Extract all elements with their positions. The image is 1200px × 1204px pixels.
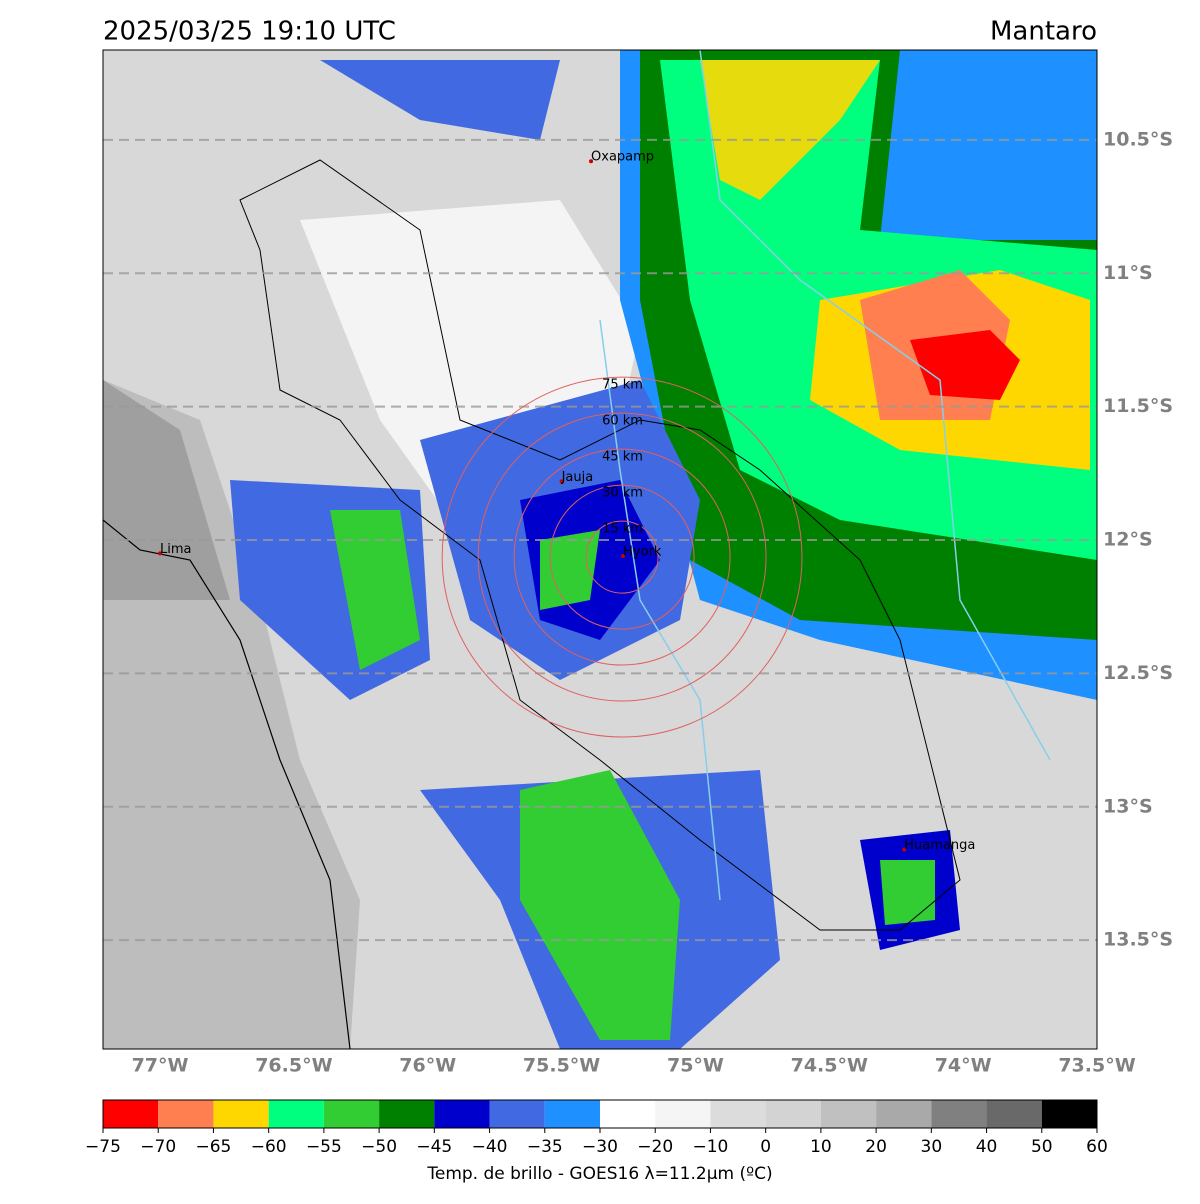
colorbar-segment [600,1100,656,1128]
range-ring [513,448,731,666]
colorbar-segment [323,1100,380,1128]
lon-tick-label: 73.5°W [1058,1055,1135,1077]
colorbar-tick-label: −30 [582,1137,618,1157]
colorbar-tick-label: −65 [195,1137,231,1157]
colorbar-tick-label: 10 [810,1137,832,1157]
colorbar-segment [820,1100,877,1128]
colorbar-tick-label: −20 [637,1137,673,1157]
colorbar-tick-label: −10 [692,1137,728,1157]
satellite-image [103,50,1097,1049]
colorbar-tick-label: 50 [1031,1137,1053,1157]
lat-tick-label: 12°S [1103,529,1153,551]
colorbar-segment [158,1100,214,1128]
colorbar-tick-label: 40 [976,1137,998,1157]
range-ring [477,412,767,702]
place-label: Hyork [623,545,662,560]
place-label: Lima [160,542,191,557]
range-ring-label: 60 km [602,414,643,429]
colorbar-tick-label: −60 [251,1137,287,1157]
region: Mantaro [990,17,1097,47]
title: 2025/03/25 19:10 UTC [103,17,396,47]
range-ring-label: 30 km [602,486,643,501]
lon-tick-label: 74.5°W [791,1055,868,1077]
range-ring-label: 15 km [602,522,643,537]
lat-tick-label: 11°S [1103,262,1153,284]
place-marker [589,159,594,164]
colorbar-tick-label: −35 [527,1137,563,1157]
colorbar-tick-label: −75 [85,1137,121,1157]
place-marker [621,554,626,559]
lat-tick-label: 13°S [1103,795,1153,817]
colorbar-segment [710,1100,766,1128]
colorbar-segment [986,1100,1042,1128]
colorbar-segment [1041,1100,1097,1128]
colorbar-segment [434,1100,490,1128]
lon-tick-label: 76°W [399,1055,456,1077]
colorbar-tick-label: −45 [416,1137,452,1157]
range-ring [585,520,659,594]
range-ring [549,484,695,630]
lat-tick-label: 13.5°S [1103,929,1173,951]
colorbar-segment [931,1100,987,1128]
lat-tick-label: 10.5°S [1103,128,1173,150]
colorbar-segment [876,1100,932,1128]
range-ring-label: 45 km [602,450,643,465]
colorbar-tick-label: −55 [306,1137,342,1157]
colorbar-tick-label: 60 [1086,1137,1108,1157]
lon-tick-label: 75.5°W [523,1055,600,1077]
colorbar-tick-label: −50 [361,1137,397,1157]
range-ring [441,376,803,738]
place-label: Jauja [561,470,594,485]
place-label: Oxapamp [591,150,654,165]
lat-tick-label: 11.5°S [1103,395,1173,417]
place-marker [559,479,564,484]
colorbar-tick-label: 0 [760,1137,771,1157]
colorbar-segment [655,1100,711,1128]
colorbar-tick-label: −70 [140,1137,176,1157]
colorbar-segment [379,1100,435,1128]
lon-tick-label: 77°W [132,1055,189,1077]
colorbar-tick-label: −40 [472,1137,508,1157]
map-frame [102,49,1098,1050]
place-marker [902,847,907,852]
colorbar-segment [489,1100,545,1128]
colorbar-label: Temp. de brillo - GOES16 λ=11.2μm (ºC) [426,1164,772,1184]
colorbar-segment [765,1100,821,1128]
colorbar-segment [544,1100,600,1128]
place-label: Huamanga [904,838,975,853]
colorbar-segment [103,1100,159,1128]
lon-tick-label: 74°W [935,1055,992,1077]
colorbar-tick-label: 20 [865,1137,887,1157]
colorbar-segment [213,1100,269,1128]
place-marker [158,551,163,556]
lat-tick-label: 12.5°S [1103,662,1173,684]
range-ring-label: 75 km [602,378,643,393]
lon-tick-label: 75°W [667,1055,724,1077]
lon-tick-label: 76.5°W [255,1055,332,1077]
colorbar-segment [268,1100,324,1128]
colorbar-tick-label: 30 [921,1137,943,1157]
